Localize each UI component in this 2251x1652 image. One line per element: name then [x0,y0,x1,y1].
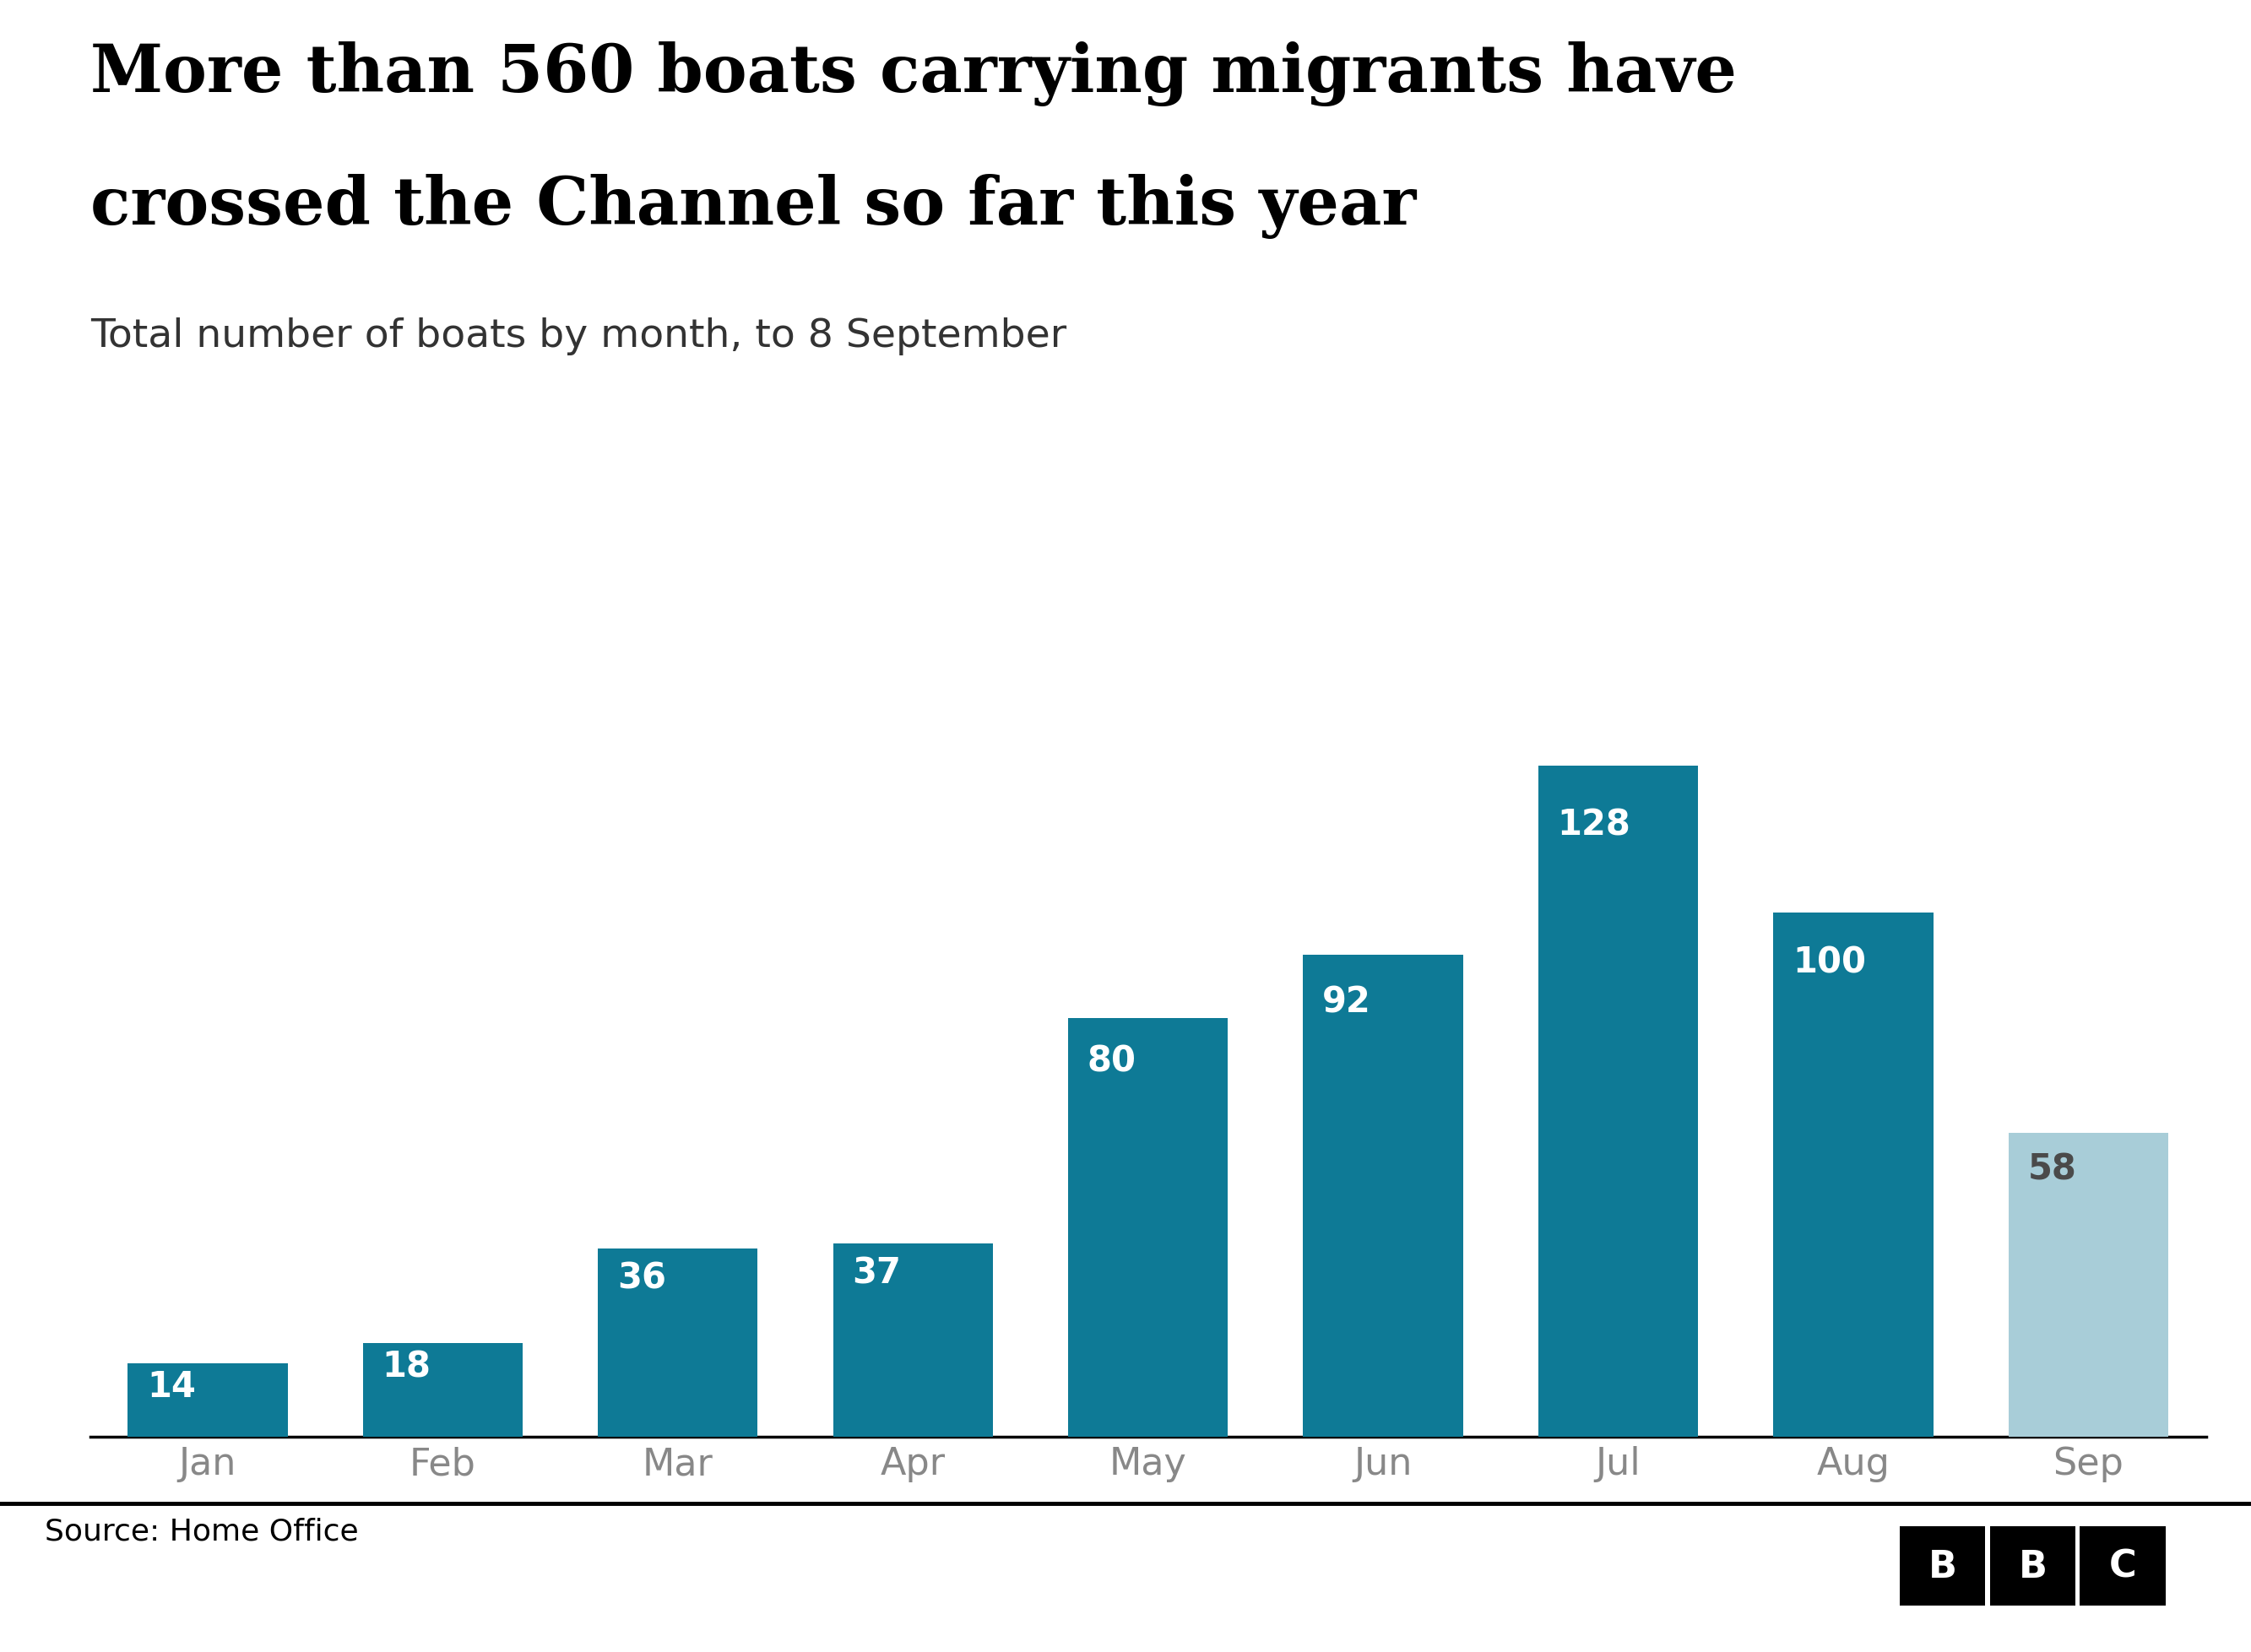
Text: crossed the Channel so far this year: crossed the Channel so far this year [90,173,1416,238]
Text: 100: 100 [1792,945,1866,980]
Text: 58: 58 [2028,1151,2075,1186]
Text: More than 560 boats carrying migrants have: More than 560 boats carrying migrants ha… [90,41,1736,106]
Text: 14: 14 [146,1368,196,1404]
Bar [1303,955,1463,1437]
Text: B: B [2019,1548,2046,1584]
Text: C: C [2109,1548,2136,1584]
Bar [1537,767,1697,1437]
Bar [362,1343,522,1437]
Bar [2008,1133,2168,1437]
Bar [833,1244,993,1437]
Text: 18: 18 [383,1348,430,1384]
Text: B: B [1929,1548,1956,1584]
Bar [1774,914,1934,1437]
Bar [599,1249,759,1437]
Text: Total number of boats by month, to 8 September: Total number of boats by month, to 8 Sep… [90,317,1067,355]
Text: 36: 36 [617,1260,666,1295]
Text: Source: Home Office: Source: Home Office [45,1517,358,1545]
Bar [1067,1018,1229,1437]
Bar [128,1365,288,1437]
Text: 128: 128 [1558,806,1630,843]
Text: 92: 92 [1321,985,1371,1019]
Text: 37: 37 [853,1256,900,1290]
Text: 80: 80 [1087,1042,1137,1079]
